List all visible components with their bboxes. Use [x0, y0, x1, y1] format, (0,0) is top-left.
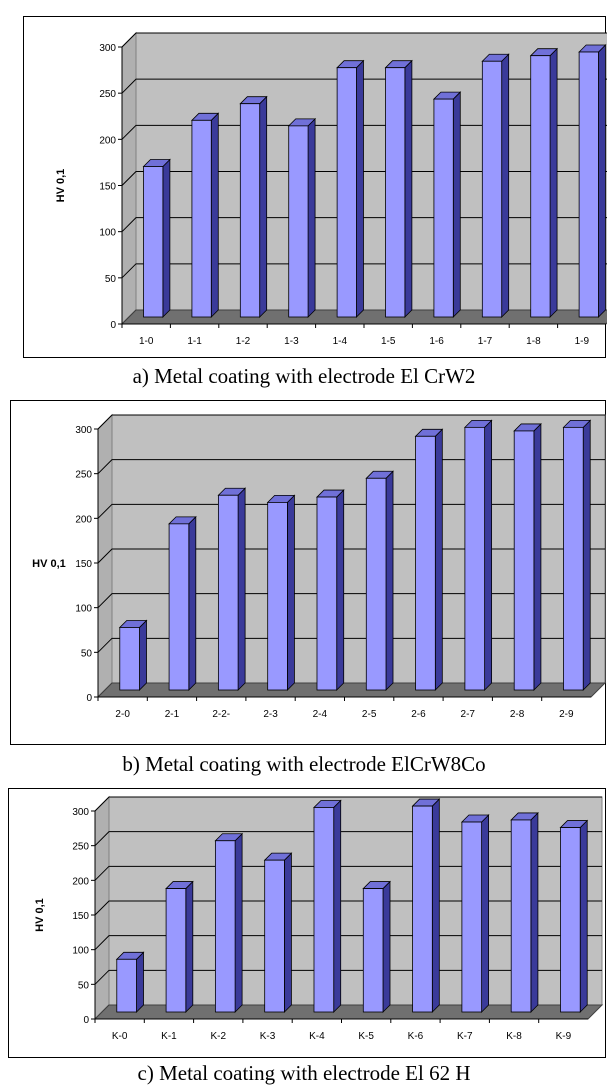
- bar: [115, 951, 145, 1013]
- bar: [190, 112, 220, 318]
- y-tick-label: 0: [83, 1015, 89, 1026]
- x-tick-label: 2-7: [461, 709, 476, 720]
- y-tick-label: 50: [81, 648, 93, 659]
- y-tick-label: 50: [78, 980, 90, 991]
- x-tick-label: 1-1: [187, 336, 202, 347]
- caption-c: c) Metal coating with electrode El 62 H: [137, 1061, 471, 1085]
- y-tick-label: 150: [72, 911, 89, 922]
- x-tick-label: 2-6: [411, 709, 426, 720]
- y-tick-label: 300: [75, 425, 92, 436]
- caption-b: b) Metal coating with electrode ElCrW8Co: [122, 752, 486, 776]
- bar: [513, 422, 542, 691]
- bar: [432, 91, 462, 318]
- y-tick-label: 50: [105, 274, 117, 285]
- x-tick-label: 2-4: [313, 709, 328, 720]
- chart-panel-a: 0 50 100 150 200 250 300 HV 0,1 1-0 1-1 1-2 1-3 1-4 1…: [23, 16, 607, 358]
- y-tick-label: 250: [75, 470, 92, 481]
- y-tick-label: 300: [72, 807, 89, 818]
- y-tick-label: 150: [75, 559, 92, 570]
- y-tick-label: 100: [72, 946, 89, 957]
- bar: [287, 117, 317, 318]
- y-tick-label: 200: [72, 876, 89, 887]
- chart-b: 0 50 100 150 200 250 300 HV 0,1 2-0 2-1 2-2- 2-3 2-4…: [32, 413, 607, 720]
- x-tick-label: K-9: [556, 1031, 572, 1042]
- chart-c: 0 50 100 150 200 250 300 HV 0,1 K-0 K-1 K-2 K-3 K-4 K…: [34, 795, 604, 1042]
- bar: [481, 53, 510, 318]
- bar: [263, 852, 293, 1013]
- bar: [365, 470, 394, 691]
- x-tick-label: K-6: [408, 1031, 424, 1042]
- bar: [142, 158, 171, 318]
- x-tick-label: K-3: [260, 1031, 276, 1042]
- bar: [463, 419, 493, 691]
- y-tick-label: 150: [99, 182, 116, 193]
- x-tick-label: K-0: [112, 1031, 128, 1042]
- bar: [214, 832, 244, 1013]
- chart-panel-b: 0 50 100 150 200 250 300 HV 0,1 2-0 2-1 2-2- 2-3 2-4…: [10, 400, 607, 745]
- bar: [165, 880, 194, 1013]
- x-tick-label: 1-7: [478, 336, 493, 347]
- x-tick-label: 2-8: [510, 709, 525, 720]
- bar: [313, 799, 342, 1013]
- y-tick-label: 300: [99, 43, 116, 54]
- caption-a: a) Metal coating with electrode El CrW2: [132, 364, 476, 388]
- bar: [411, 798, 441, 1013]
- x-tick-label: 2-0: [115, 709, 130, 720]
- x-tick-label: 1-4: [333, 336, 348, 347]
- gridline: [121, 32, 607, 48]
- y-tick-label: 0: [86, 693, 92, 704]
- x-tick-label: K-1: [161, 1031, 177, 1042]
- gridline: [94, 796, 602, 812]
- y-axis-label: HV 0,1: [34, 898, 46, 932]
- y-tick-label: 0: [110, 320, 116, 331]
- x-tick-label: K-7: [457, 1031, 473, 1042]
- x-tick-label: 1-9: [575, 336, 590, 347]
- y-tick-label: 200: [75, 514, 92, 525]
- x-tick-label: 2-1: [165, 709, 180, 720]
- bar: [510, 811, 539, 1013]
- x-tick-label: 1-3: [284, 336, 299, 347]
- y-tick-label: 250: [99, 89, 116, 100]
- bar: [559, 819, 589, 1013]
- gridline: [97, 414, 605, 430]
- chart-a: 0 50 100 150 200 250 300 HV 0,1 1-0 1-1 1-2 1-3 1-4 1…: [55, 31, 607, 347]
- bar: [336, 59, 365, 318]
- chart-panel-c: 0 50 100 150 200 250 300 HV 0,1 K-0 K-1 K-2 K-3 K-4 K…: [8, 788, 606, 1058]
- bar: [460, 814, 490, 1013]
- bar: [217, 487, 247, 691]
- y-tick-label: 100: [75, 604, 92, 615]
- x-tick-label: 1-5: [381, 336, 396, 347]
- bar: [316, 489, 345, 691]
- x-tick-label: 2-9: [559, 709, 574, 720]
- x-tick-label: K-8: [506, 1031, 522, 1042]
- bar: [118, 619, 148, 691]
- bar: [414, 428, 444, 691]
- x-tick-label: 1-6: [429, 336, 444, 347]
- x-tick-label: 2-2-: [212, 709, 230, 720]
- bar: [562, 419, 592, 691]
- bar: [266, 494, 296, 691]
- x-tick-label: 1-2: [236, 336, 251, 347]
- x-tick-label: 2-5: [362, 709, 377, 720]
- x-tick-label: K-5: [358, 1031, 374, 1042]
- bar: [578, 44, 607, 318]
- y-axis-label: HV 0,1: [55, 169, 67, 203]
- x-tick-label: K-4: [309, 1031, 325, 1042]
- bar: [529, 47, 559, 318]
- bar: [168, 515, 197, 691]
- gridline: [121, 78, 607, 94]
- y-tick-label: 100: [99, 228, 116, 239]
- bar: [384, 59, 413, 318]
- x-tick-label: 1-8: [526, 336, 541, 347]
- y-axis-label: HV 0,1: [32, 558, 66, 570]
- x-tick-label: 1-0: [139, 336, 154, 347]
- y-tick-label: 250: [72, 842, 89, 853]
- x-tick-label: 2-3: [263, 709, 278, 720]
- y-tick-label: 200: [99, 135, 116, 146]
- bar: [239, 95, 268, 318]
- x-tick-label: K-2: [210, 1031, 226, 1042]
- bar: [362, 880, 391, 1013]
